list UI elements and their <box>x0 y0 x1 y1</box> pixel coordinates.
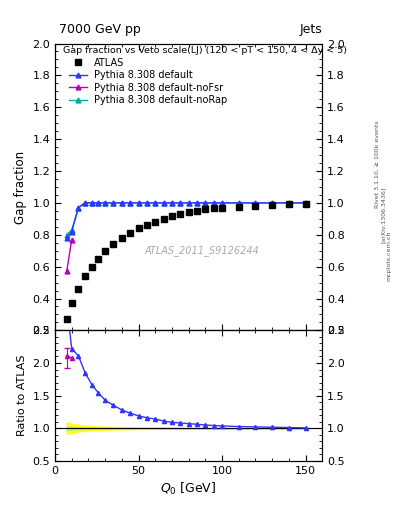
ATLAS <box>111 241 116 247</box>
Text: ATLAS_2011_S9126244: ATLAS_2011_S9126244 <box>145 245 259 255</box>
Pythia 8.308 default-noRap <box>286 200 291 206</box>
Pythia 8.308 default-noRap <box>253 200 258 206</box>
ATLAS <box>96 255 101 262</box>
Pythia 8.308 default <box>96 200 101 206</box>
Pythia 8.308 default <box>203 200 208 206</box>
Pythia 8.308 default <box>145 200 149 206</box>
Line: Pythia 8.308 default-noRap: Pythia 8.308 default-noRap <box>64 201 308 237</box>
ATLAS <box>237 204 241 210</box>
Pythia 8.308 default <box>119 200 124 206</box>
Pythia 8.308 default <box>90 200 94 206</box>
ATLAS <box>136 225 141 231</box>
Pythia 8.308 default-noRap <box>103 200 108 206</box>
ATLAS <box>128 230 132 236</box>
Pythia 8.308 default-noRap <box>76 205 81 211</box>
Y-axis label: Gap fraction: Gap fraction <box>14 151 27 224</box>
Pythia 8.308 default <box>103 200 108 206</box>
Pythia 8.308 default <box>253 200 258 206</box>
Text: Jets: Jets <box>299 23 322 36</box>
Pythia 8.308 default <box>136 200 141 206</box>
Pythia 8.308 default-noRap <box>161 200 166 206</box>
ATLAS <box>220 205 224 211</box>
Pythia 8.308 default <box>195 200 199 206</box>
Pythia 8.308 default-noRap <box>128 200 132 206</box>
Pythia 8.308 default <box>161 200 166 206</box>
ATLAS <box>178 211 183 217</box>
Line: ATLAS: ATLAS <box>63 200 309 323</box>
Pythia 8.308 default <box>270 200 275 206</box>
Pythia 8.308 default-noRap <box>111 200 116 206</box>
Line: Pythia 8.308 default-noFsr: Pythia 8.308 default-noFsr <box>64 237 74 274</box>
Pythia 8.308 default <box>186 200 191 206</box>
ATLAS <box>103 248 108 254</box>
Pythia 8.308 default <box>76 205 81 211</box>
Pythia 8.308 default-noRap <box>64 232 69 238</box>
Text: mcplots.cern.ch: mcplots.cern.ch <box>387 231 391 281</box>
Text: [arXiv:1306.3436]: [arXiv:1306.3436] <box>381 187 386 243</box>
Pythia 8.308 default <box>220 200 224 206</box>
ATLAS <box>83 273 88 279</box>
ATLAS <box>153 219 158 225</box>
Pythia 8.308 default <box>170 200 174 206</box>
Pythia 8.308 default-noFsr <box>64 268 69 274</box>
ATLAS <box>76 286 81 292</box>
Pythia 8.308 default-noFsr <box>69 237 74 243</box>
ATLAS <box>64 316 69 323</box>
Pythia 8.308 default-noRap <box>186 200 191 206</box>
ATLAS <box>195 208 199 214</box>
ATLAS <box>69 300 74 306</box>
Legend: ATLAS, Pythia 8.308 default, Pythia 8.308 default-noFsr, Pythia 8.308 default-no: ATLAS, Pythia 8.308 default, Pythia 8.30… <box>65 54 231 109</box>
ATLAS <box>170 212 174 219</box>
Pythia 8.308 default-noRap <box>211 200 216 206</box>
Pythia 8.308 default-noRap <box>69 227 74 233</box>
ATLAS <box>145 222 149 228</box>
Pythia 8.308 default-noRap <box>170 200 174 206</box>
Text: Gap fraction vs Veto scale(LJ) (120 < pT < 150, 4 < Δy < 5): Gap fraction vs Veto scale(LJ) (120 < pT… <box>63 47 347 55</box>
Line: Pythia 8.308 default: Pythia 8.308 default <box>64 201 308 241</box>
Pythia 8.308 default <box>178 200 183 206</box>
Text: Rivet 3.1.10, ≥ 100k events: Rivet 3.1.10, ≥ 100k events <box>375 120 380 208</box>
Pythia 8.308 default <box>128 200 132 206</box>
Pythia 8.308 default-noRap <box>270 200 275 206</box>
Pythia 8.308 default <box>303 200 308 206</box>
ATLAS <box>186 209 191 216</box>
ATLAS <box>211 205 216 211</box>
Pythia 8.308 default-noRap <box>136 200 141 206</box>
ATLAS <box>203 206 208 212</box>
X-axis label: $Q_0$ [GeV]: $Q_0$ [GeV] <box>160 481 217 497</box>
ATLAS <box>270 202 275 208</box>
Pythia 8.308 default-noRap <box>303 200 308 206</box>
Pythia 8.308 default <box>111 200 116 206</box>
Pythia 8.308 default <box>153 200 158 206</box>
Y-axis label: Ratio to ATLAS: Ratio to ATLAS <box>17 355 27 436</box>
Pythia 8.308 default-noRap <box>237 200 241 206</box>
Pythia 8.308 default <box>286 200 291 206</box>
Pythia 8.308 default <box>211 200 216 206</box>
ATLAS <box>161 216 166 222</box>
ATLAS <box>119 235 124 241</box>
Pythia 8.308 default-noRap <box>145 200 149 206</box>
Pythia 8.308 default-noRap <box>203 200 208 206</box>
Pythia 8.308 default-noRap <box>119 200 124 206</box>
ATLAS <box>253 203 258 209</box>
Pythia 8.308 default-noRap <box>153 200 158 206</box>
Pythia 8.308 default-noRap <box>178 200 183 206</box>
ATLAS <box>90 264 94 270</box>
Pythia 8.308 default-noRap <box>83 200 88 206</box>
Pythia 8.308 default-noRap <box>220 200 224 206</box>
Pythia 8.308 default <box>237 200 241 206</box>
Pythia 8.308 default-noRap <box>195 200 199 206</box>
Pythia 8.308 default <box>83 200 88 206</box>
Pythia 8.308 default <box>64 235 69 241</box>
Text: 7000 GeV pp: 7000 GeV pp <box>59 23 141 36</box>
ATLAS <box>303 201 308 207</box>
Pythia 8.308 default-noRap <box>96 200 101 206</box>
Pythia 8.308 default-noRap <box>90 200 94 206</box>
ATLAS <box>286 201 291 207</box>
Pythia 8.308 default <box>69 228 74 234</box>
